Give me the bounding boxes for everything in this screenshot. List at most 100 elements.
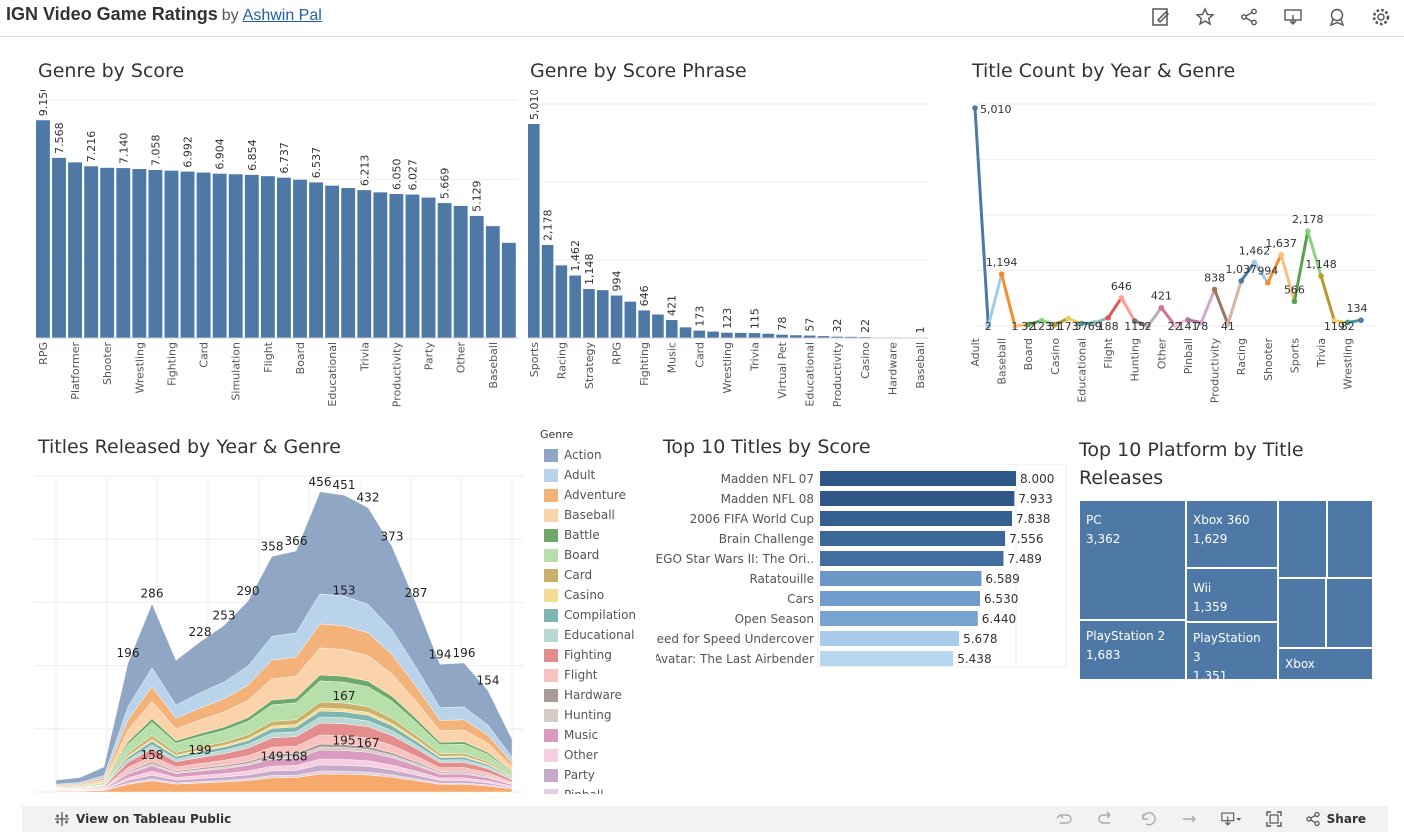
- share-button[interactable]: Share: [1305, 811, 1366, 827]
- legend-item[interactable]: Card: [540, 565, 640, 585]
- point: [1291, 298, 1298, 305]
- data-label: 168: [285, 749, 308, 763]
- download-icon[interactable]: [1278, 4, 1308, 30]
- legend-item[interactable]: Party: [540, 765, 640, 785]
- bar: [820, 651, 954, 666]
- legend-item[interactable]: Fighting: [540, 645, 640, 665]
- category-label: Ratatouille: [749, 572, 814, 586]
- point: [1318, 273, 1324, 279]
- treemap-cell[interactable]: PC 3,362: [1079, 500, 1186, 620]
- share-icon[interactable]: [1234, 4, 1264, 30]
- data-label: 6.440: [982, 612, 1016, 626]
- point: [1278, 251, 1284, 258]
- bar: [790, 335, 802, 338]
- data-label: 1,462: [569, 240, 582, 272]
- point: [1265, 279, 1271, 286]
- treemap-value: 1,359: [1193, 600, 1228, 614]
- badge-icon[interactable]: [1322, 4, 1352, 30]
- treemap-label: Xbox 360: [1193, 513, 1250, 527]
- point: [1078, 320, 1085, 327]
- data-label: 78: [776, 317, 789, 331]
- download-menu-icon[interactable]: [1220, 809, 1243, 829]
- data-label: 119: [1324, 320, 1345, 333]
- fullscreen-icon[interactable]: [1263, 809, 1285, 829]
- title-text: IGN Video Game Ratings: [6, 4, 218, 24]
- legend-item[interactable]: Casino: [540, 585, 640, 605]
- legend-item[interactable]: Board: [540, 545, 640, 565]
- tick-label: Pinball: [1182, 338, 1195, 374]
- treemap-cell[interactable]: Wii 1,359: [1186, 568, 1278, 622]
- data-label: 286: [141, 587, 164, 601]
- legend-label: Battle: [564, 528, 600, 542]
- tick-label: Flight: [1102, 337, 1115, 368]
- legend-item[interactable]: Music: [540, 725, 640, 745]
- top10-titles-chart: Madden NFL 07 8.000 Madden NFL 08 7.933 2006…: [656, 464, 1067, 668]
- settings-icon[interactable]: [1366, 4, 1396, 30]
- legend-label: Board: [564, 548, 600, 562]
- category-label: Cars: [787, 592, 814, 606]
- top-bar: IGN Video Game Ratings by Ashwin Pal: [0, 0, 1404, 37]
- category-label: Madden NFL 08: [721, 492, 814, 506]
- legend-item[interactable]: Educational: [540, 625, 640, 645]
- legend-item[interactable]: Hardware: [540, 685, 640, 705]
- treemap-cell[interactable]: Xbox 360 1,629: [1186, 500, 1278, 568]
- revert-icon[interactable]: [1137, 809, 1159, 829]
- tick-label: Shooter: [1262, 338, 1275, 381]
- data-label: 5.438: [957, 652, 991, 666]
- legend-swatch: [544, 688, 558, 702]
- bar: [84, 166, 99, 338]
- treemap-cell[interactable]: Xbox: [1278, 648, 1373, 680]
- point: [1145, 323, 1151, 329]
- author-link[interactable]: Ashwin Pal: [242, 7, 322, 24]
- series-line: [1279, 253, 1296, 303]
- series-line: [986, 272, 1004, 328]
- star-icon[interactable]: [1190, 4, 1220, 30]
- legend-item[interactable]: Baseball: [540, 505, 640, 525]
- bar: [610, 295, 623, 338]
- series-line: [1306, 229, 1323, 278]
- legend-item[interactable]: Battle: [540, 525, 640, 545]
- bar: [652, 314, 664, 338]
- legend-item[interactable]: Hunting: [540, 705, 640, 725]
- data-label: 646: [1111, 280, 1132, 293]
- tick-label: Wrestling: [1342, 338, 1355, 390]
- legend-swatch: [544, 448, 558, 462]
- series-line: [1319, 274, 1336, 323]
- treemap-cell[interactable]: PlayStation 2 1,683: [1079, 620, 1186, 680]
- legend-item[interactable]: Compilation: [540, 605, 640, 625]
- treemap-value: 1,683: [1086, 648, 1121, 662]
- forward-icon[interactable]: [1179, 809, 1201, 829]
- edit-icon[interactable]: [1146, 4, 1176, 30]
- data-label: 6.737: [278, 142, 291, 174]
- legend-item[interactable]: Flight: [540, 665, 640, 685]
- treemap-cell[interactable]: [1326, 578, 1373, 648]
- redo-icon[interactable]: [1095, 809, 1117, 829]
- view-on-tableau-link[interactable]: View on Tableau Public: [54, 811, 231, 827]
- data-label: 196: [453, 646, 476, 660]
- data-label: 6.050: [390, 159, 403, 191]
- legend-item[interactable]: Adventure: [540, 485, 640, 505]
- toolbar-icons: [1146, 4, 1396, 30]
- data-label: 366: [285, 534, 308, 548]
- treemap-cell[interactable]: [1278, 500, 1327, 578]
- legend-item[interactable]: Pinball: [540, 785, 640, 794]
- bar: [260, 176, 275, 338]
- undo-icon[interactable]: [1053, 809, 1075, 829]
- treemap-cell[interactable]: [1327, 500, 1373, 578]
- series-line: [1199, 288, 1217, 325]
- data-label: 57: [1074, 320, 1088, 333]
- tick-label: Strategy: [583, 342, 596, 390]
- legend-item[interactable]: Action: [540, 445, 640, 465]
- legend-title: Genre: [540, 428, 574, 441]
- legend-swatch: [544, 528, 558, 542]
- treemap-cell[interactable]: PlayStation 3 1,351: [1186, 622, 1278, 683]
- data-label: 199: [189, 743, 212, 757]
- data-label: 5.129: [471, 180, 484, 212]
- legend-item[interactable]: Adult: [540, 465, 640, 485]
- legend-swatch: [544, 728, 558, 742]
- data-label: 290: [237, 584, 260, 598]
- treemap-cell[interactable]: [1278, 578, 1326, 648]
- legend-item[interactable]: Other: [540, 745, 640, 765]
